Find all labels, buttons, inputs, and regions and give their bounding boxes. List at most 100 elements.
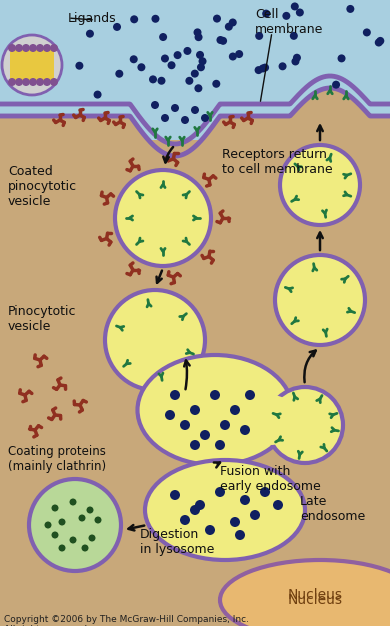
Circle shape xyxy=(190,440,200,450)
Circle shape xyxy=(290,32,298,40)
Circle shape xyxy=(137,63,145,71)
Circle shape xyxy=(220,420,230,430)
Circle shape xyxy=(15,78,23,86)
Circle shape xyxy=(174,51,182,59)
Circle shape xyxy=(215,487,225,497)
Circle shape xyxy=(43,78,51,86)
Circle shape xyxy=(43,44,51,52)
Text: Nucleus: Nucleus xyxy=(287,588,342,602)
Circle shape xyxy=(332,81,340,89)
Text: Late
endosome: Late endosome xyxy=(300,495,365,523)
Circle shape xyxy=(235,530,245,540)
Circle shape xyxy=(161,114,169,122)
Circle shape xyxy=(191,106,199,114)
Circle shape xyxy=(296,9,304,16)
Circle shape xyxy=(205,525,215,535)
Circle shape xyxy=(22,44,30,52)
Circle shape xyxy=(180,420,190,430)
Ellipse shape xyxy=(240,395,300,445)
Circle shape xyxy=(58,518,66,525)
Circle shape xyxy=(185,77,193,85)
Circle shape xyxy=(29,78,37,86)
Circle shape xyxy=(151,101,159,109)
Circle shape xyxy=(255,32,263,40)
Circle shape xyxy=(94,91,101,98)
Circle shape xyxy=(149,75,157,83)
Circle shape xyxy=(190,405,200,415)
Circle shape xyxy=(29,479,121,571)
Circle shape xyxy=(183,47,191,55)
Circle shape xyxy=(2,35,62,95)
Circle shape xyxy=(219,37,227,45)
Circle shape xyxy=(58,545,66,552)
Circle shape xyxy=(280,145,360,225)
Circle shape xyxy=(230,517,240,527)
Circle shape xyxy=(69,536,76,543)
Circle shape xyxy=(260,487,270,497)
Circle shape xyxy=(69,498,76,506)
Circle shape xyxy=(250,510,260,520)
Circle shape xyxy=(194,85,202,92)
Circle shape xyxy=(278,63,287,70)
Text: Copyright ©2006 by The McGraw-Hill Companies, Inc.
All rights reserved.: Copyright ©2006 by The McGraw-Hill Compa… xyxy=(4,615,249,626)
Circle shape xyxy=(78,515,85,521)
Text: Fusion with
early endosome: Fusion with early endosome xyxy=(220,465,321,493)
Circle shape xyxy=(51,531,58,538)
Circle shape xyxy=(82,545,89,552)
Circle shape xyxy=(213,14,221,23)
Text: Coated
pinocytotic
vesicle: Coated pinocytotic vesicle xyxy=(8,165,77,208)
Circle shape xyxy=(8,44,16,52)
Circle shape xyxy=(275,255,365,345)
Circle shape xyxy=(240,495,250,505)
Circle shape xyxy=(229,19,237,26)
Text: Cell
membrane: Cell membrane xyxy=(255,8,323,36)
Circle shape xyxy=(273,500,283,510)
Circle shape xyxy=(282,12,290,20)
Circle shape xyxy=(191,69,199,78)
FancyBboxPatch shape xyxy=(10,48,54,82)
Circle shape xyxy=(255,66,262,74)
Circle shape xyxy=(22,78,30,86)
Circle shape xyxy=(240,425,250,435)
Text: Ligands: Ligands xyxy=(68,12,117,25)
Circle shape xyxy=(75,62,83,69)
Circle shape xyxy=(170,490,180,500)
Circle shape xyxy=(36,78,44,86)
Circle shape xyxy=(50,78,58,86)
Circle shape xyxy=(158,77,165,85)
Circle shape xyxy=(130,55,138,63)
Circle shape xyxy=(200,430,210,440)
Circle shape xyxy=(267,387,343,463)
Circle shape xyxy=(161,54,169,63)
Circle shape xyxy=(94,516,101,523)
Circle shape xyxy=(259,64,267,73)
Ellipse shape xyxy=(220,560,390,626)
Circle shape xyxy=(190,505,200,515)
Circle shape xyxy=(196,51,204,59)
Circle shape xyxy=(171,104,179,112)
Circle shape xyxy=(199,57,207,65)
Circle shape xyxy=(235,50,243,58)
Circle shape xyxy=(44,521,51,528)
Text: Nucleus: Nucleus xyxy=(287,593,342,607)
Circle shape xyxy=(346,5,355,13)
Circle shape xyxy=(338,54,346,63)
Circle shape xyxy=(195,500,205,510)
Circle shape xyxy=(168,61,176,69)
Circle shape xyxy=(165,410,175,420)
Circle shape xyxy=(29,44,37,52)
Text: Receptors return
to cell membrane: Receptors return to cell membrane xyxy=(222,148,333,176)
Circle shape xyxy=(293,54,301,62)
Circle shape xyxy=(105,290,205,390)
Text: Digestion
in lysosome: Digestion in lysosome xyxy=(140,528,214,556)
Ellipse shape xyxy=(138,355,292,465)
Circle shape xyxy=(230,405,240,415)
Circle shape xyxy=(262,9,270,18)
Circle shape xyxy=(15,44,23,52)
Circle shape xyxy=(215,440,225,450)
Circle shape xyxy=(291,3,299,11)
Circle shape xyxy=(86,29,94,38)
Circle shape xyxy=(115,170,211,266)
Circle shape xyxy=(375,39,383,46)
Ellipse shape xyxy=(145,460,305,560)
